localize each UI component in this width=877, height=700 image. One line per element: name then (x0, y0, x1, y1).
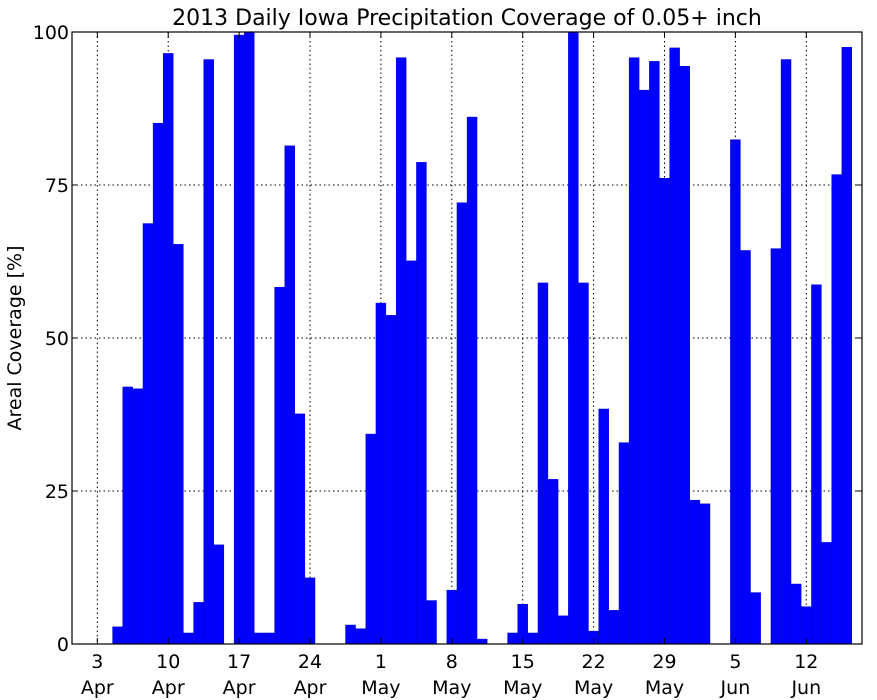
bar (790, 583, 802, 645)
x-tick-label-month: Jun (790, 677, 821, 699)
y-tick-label: 0 (57, 634, 69, 656)
y-tick-label: 75 (45, 175, 69, 197)
x-tick-label-month: May (574, 677, 613, 699)
bar (628, 57, 640, 645)
bar (446, 589, 458, 645)
chart-title: 2013 Daily Iowa Precipitation Coverage o… (172, 6, 762, 31)
bar (152, 122, 164, 645)
bar (385, 315, 397, 645)
bar (821, 542, 832, 645)
bar (294, 413, 306, 645)
x-tick-label-month: Jun (720, 677, 751, 699)
bar (598, 408, 609, 645)
bar (811, 284, 822, 645)
bar (841, 47, 853, 645)
bars (112, 31, 853, 645)
bar (375, 302, 387, 645)
bar (699, 503, 711, 645)
bar (507, 632, 518, 645)
bar (122, 386, 133, 645)
bar (669, 47, 680, 645)
x-tick-label-day: 15 (511, 651, 535, 673)
y-tick-label: 100 (33, 22, 69, 44)
bar (284, 145, 295, 645)
x-tick-label-day: 3 (91, 651, 103, 673)
bar (193, 602, 204, 645)
y-axis-label: Areal Coverage [%] (4, 246, 26, 431)
bar (416, 162, 427, 645)
x-tick-label-month: Apr (81, 677, 114, 699)
bar (649, 61, 660, 645)
x-tick-label-month: Apr (152, 677, 185, 699)
x-tick-label-day: 10 (156, 651, 180, 673)
bar (274, 286, 285, 645)
bar (578, 282, 589, 645)
bar (750, 592, 761, 645)
x-tick-label-day: 29 (652, 651, 676, 673)
bar (466, 116, 478, 645)
bar (740, 250, 751, 645)
bar (770, 248, 782, 645)
bar (527, 632, 539, 645)
bar (406, 260, 417, 645)
bar (203, 59, 214, 645)
bar (365, 433, 376, 645)
x-tick-label-day: 8 (446, 651, 458, 673)
bar (142, 223, 154, 645)
x-tick-label-day: 12 (794, 651, 818, 673)
x-tick-label-day: 5 (729, 651, 741, 673)
bar (659, 178, 670, 645)
axis-ticks: 0 25 50 75 100 3 Apr 10 Apr 17 Apr 24 Apr 1 May 8 May 15 M… (33, 22, 862, 699)
bar (831, 174, 842, 645)
bar (426, 600, 437, 645)
bar (112, 626, 123, 645)
bar (476, 638, 488, 645)
bar (254, 632, 265, 645)
bar (244, 31, 255, 645)
x-tick-label-day: 24 (298, 651, 322, 673)
bar (173, 244, 184, 645)
x-tick-label-month: May (503, 677, 542, 699)
x-tick-label-month: Apr (294, 677, 327, 699)
bar (163, 53, 174, 645)
bar (537, 282, 549, 645)
bar (345, 624, 356, 645)
bar (264, 632, 275, 645)
bar (568, 31, 579, 645)
x-tick-label-month: Apr (223, 677, 256, 699)
x-tick-label-month: May (645, 677, 684, 699)
bar (780, 59, 792, 645)
x-tick-label-day: 17 (227, 651, 251, 673)
bar (456, 202, 468, 645)
bar (639, 89, 650, 645)
bar (183, 632, 194, 645)
bar (132, 388, 144, 645)
bar (618, 442, 630, 645)
bar (233, 34, 245, 645)
bar (730, 139, 741, 645)
bar (213, 544, 225, 645)
x-tick-label-day: 22 (582, 651, 606, 673)
bar (547, 479, 559, 645)
bar (304, 577, 316, 645)
bar (608, 610, 620, 645)
x-tick-label-month: May (432, 677, 471, 699)
x-tick-label-day: 1 (375, 651, 387, 673)
bar (395, 57, 407, 645)
x-tick-label-month: May (361, 677, 400, 699)
y-tick-label: 25 (45, 481, 69, 503)
y-tick-label: 50 (45, 328, 69, 350)
bar (355, 628, 366, 645)
bar (558, 615, 569, 645)
bar (679, 66, 690, 645)
bar (689, 499, 701, 645)
